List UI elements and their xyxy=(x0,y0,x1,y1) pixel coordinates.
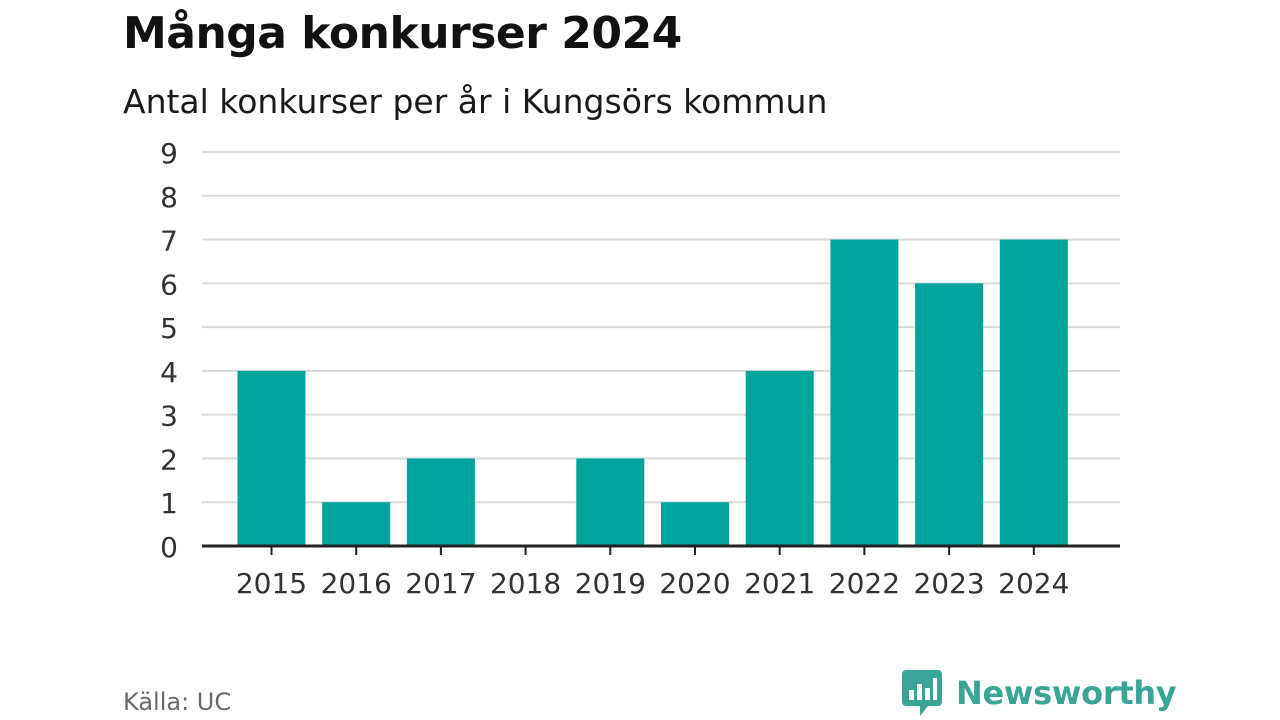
x-tick-label: 2016 xyxy=(321,567,392,600)
y-tick-label: 5 xyxy=(160,312,178,345)
bar-chart: 0 1 2 3 4 5 6 7 8 9 2015 2016 2017 2018 2019 2020 2021 20… xyxy=(160,137,1120,600)
bar xyxy=(915,283,984,546)
x-tick-label: 2018 xyxy=(490,567,561,600)
y-tick-label: 8 xyxy=(160,181,178,214)
x-tick-label: 2023 xyxy=(913,567,984,600)
y-tick-label: 9 xyxy=(160,137,178,170)
chart-title: Många konkurser 2024 xyxy=(123,8,682,59)
brand-name: Newsworthy xyxy=(956,674,1177,712)
bar xyxy=(830,239,899,547)
x-tick-label: 2015 xyxy=(236,567,307,600)
y-tick-label: 6 xyxy=(160,268,178,301)
bar xyxy=(237,370,306,546)
y-tick-label: 2 xyxy=(160,443,178,476)
source-note: Källa: UC xyxy=(123,688,232,716)
brand-logo-group: Newsworthy xyxy=(902,670,1177,716)
bar xyxy=(745,370,814,546)
x-tick-label: 2021 xyxy=(744,567,815,600)
x-tick-label: 2022 xyxy=(829,567,900,600)
bar xyxy=(322,502,391,546)
bar xyxy=(661,502,729,546)
bar xyxy=(406,458,475,546)
newsworthy-logo-icon xyxy=(902,670,942,716)
y-tick-label: 7 xyxy=(160,225,178,258)
x-tick-label: 2020 xyxy=(659,567,730,600)
chart-subtitle: Antal konkurser per år i Kungsörs kommun xyxy=(123,82,828,121)
bar xyxy=(576,458,645,546)
y-tick-label: 3 xyxy=(160,400,178,433)
x-tick-label: 2017 xyxy=(405,567,476,600)
y-tick-label: 1 xyxy=(160,487,178,520)
y-tick-label: 4 xyxy=(160,356,178,389)
y-tick-label: 0 xyxy=(160,531,178,564)
bar xyxy=(999,239,1068,547)
x-tick-label: 2019 xyxy=(575,567,646,600)
x-tick-label: 2024 xyxy=(998,567,1069,600)
